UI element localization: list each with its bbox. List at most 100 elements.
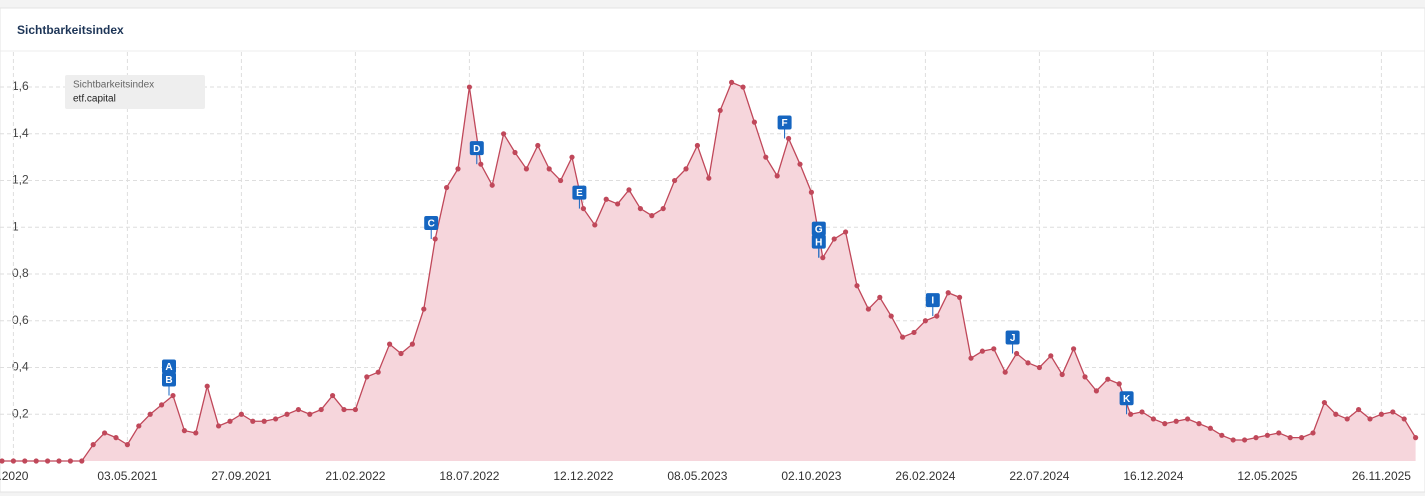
point: [706, 175, 712, 181]
point: [1002, 369, 1008, 375]
x-tick-label: .2020: [0, 469, 29, 483]
point: [1287, 435, 1293, 441]
point: [1264, 432, 1270, 438]
point: [797, 161, 803, 167]
point: [808, 189, 815, 195]
x-tick-label: 26.11.2025: [1352, 469, 1411, 483]
point: [535, 142, 541, 149]
point: [466, 84, 472, 90]
point: [569, 154, 575, 160]
event-box: [1005, 330, 1020, 345]
point: [1230, 437, 1236, 443]
y-tick-label: 0,8: [12, 266, 29, 280]
point: [147, 411, 153, 417]
point: [740, 84, 746, 90]
point: [1401, 416, 1407, 422]
point: [0, 458, 5, 464]
point: [1071, 346, 1077, 352]
point: [922, 318, 929, 324]
point: [318, 406, 324, 413]
x-tick-label: 12.05.2025: [1237, 469, 1297, 483]
event-label: J: [1010, 333, 1016, 344]
point: [729, 79, 735, 85]
point: [1333, 411, 1339, 417]
x-tick-label: 12.12.2022: [553, 469, 613, 483]
x-tick-label: 27.09.2021: [211, 469, 271, 483]
point: [170, 392, 176, 399]
event-box: [162, 372, 176, 387]
point: [193, 430, 199, 436]
event-box: [1119, 391, 1134, 406]
y-tick-label: 1: [12, 219, 19, 233]
point: [694, 142, 701, 149]
x-tick-label: 02.10.2023: [781, 469, 841, 483]
point: [580, 205, 587, 212]
point: [238, 411, 244, 417]
y-tick-label: 0,6: [12, 313, 29, 327]
point: [751, 119, 758, 125]
event-box: [469, 141, 484, 156]
point: [945, 290, 951, 296]
point: [854, 283, 860, 289]
event-label: F: [782, 118, 788, 129]
x-tick-label: 16.12.2024: [1123, 469, 1183, 483]
legend-label: etf.capital: [73, 94, 116, 105]
point: [501, 131, 507, 137]
point: [626, 187, 632, 193]
point: [1310, 430, 1316, 436]
point: [911, 329, 917, 336]
point: [1413, 435, 1419, 441]
point: [67, 458, 73, 464]
point: [672, 177, 678, 184]
point: [478, 161, 484, 167]
event-label: I: [931, 296, 934, 307]
point: [387, 341, 393, 347]
point: [79, 458, 85, 464]
point: [113, 435, 119, 441]
event-badge: J: [1005, 330, 1020, 354]
x-tick-label: 03.05.2021: [97, 469, 157, 483]
point: [330, 392, 336, 399]
event-label: G: [815, 224, 823, 235]
point: [831, 236, 837, 242]
event-badge: F: [777, 115, 792, 139]
x-tick-label: 26.02.2024: [895, 469, 955, 483]
point: [409, 341, 415, 347]
point: [136, 423, 142, 429]
point: [1276, 430, 1282, 436]
event-box: [777, 115, 792, 130]
event-badge: H: [811, 234, 826, 258]
y-tick-label: 1,6: [12, 79, 29, 93]
event-badge: I: [925, 293, 940, 317]
event-label: C: [428, 219, 435, 230]
point: [159, 402, 165, 408]
point: [603, 196, 609, 202]
event-label: E: [576, 188, 583, 199]
event-box: [811, 221, 826, 236]
point: [865, 306, 872, 312]
point: [523, 166, 530, 172]
event-box: [572, 185, 587, 200]
point: [1150, 416, 1156, 422]
point: [22, 458, 28, 464]
event-box: [162, 359, 176, 374]
point: [1207, 425, 1213, 431]
point: [615, 201, 621, 207]
point: [1173, 418, 1179, 424]
event-box: [424, 215, 439, 230]
point: [1242, 437, 1248, 443]
chart-title: Sichtbarkeitsindex: [17, 23, 124, 37]
y-tick-label: 1,2: [12, 173, 29, 187]
point: [843, 229, 849, 235]
event-label: B: [165, 375, 172, 386]
point: [364, 374, 370, 380]
point: [181, 428, 187, 434]
point: [877, 294, 883, 300]
point: [763, 154, 769, 160]
point: [444, 184, 450, 191]
point: [558, 177, 564, 184]
event-badge: K: [1119, 391, 1134, 415]
point: [1139, 409, 1145, 415]
point: [1059, 371, 1065, 378]
